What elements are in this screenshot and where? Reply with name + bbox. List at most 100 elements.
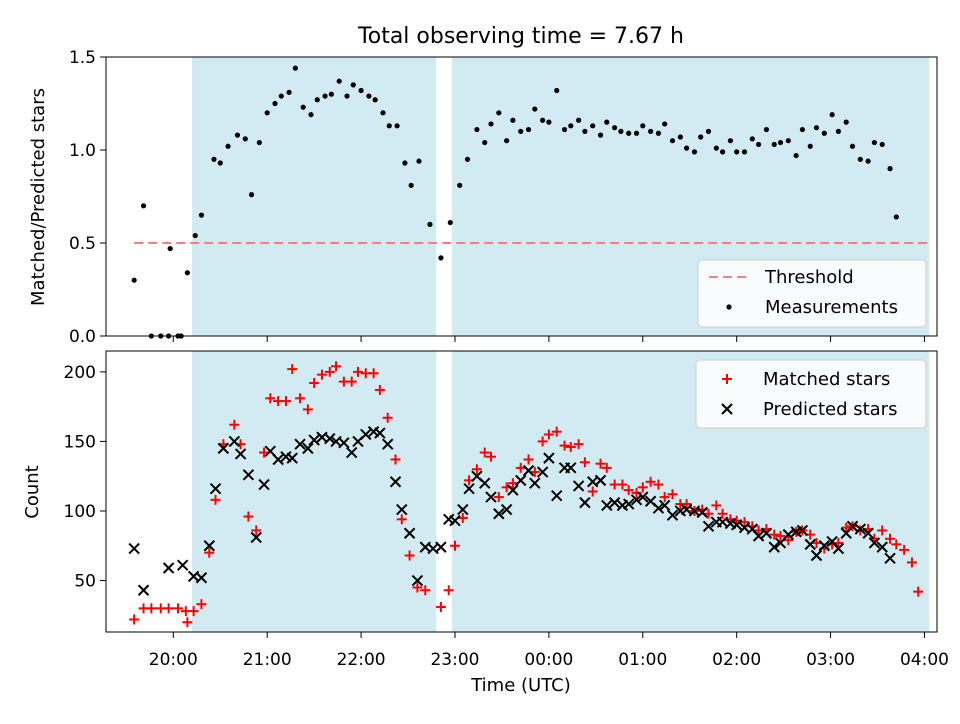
predicted-star-point — [217, 442, 230, 455]
matched-star-point — [449, 540, 460, 551]
matched-star-point — [309, 377, 320, 388]
bottom-y-tick-label: 150 — [64, 432, 96, 452]
x-marker-b — [286, 452, 298, 464]
measurement-point — [568, 123, 574, 129]
predicted-star-point — [209, 483, 222, 495]
measurement-point — [328, 91, 334, 97]
predicted-star-point — [463, 483, 475, 495]
matched-star-point — [515, 462, 526, 473]
x-marker-b — [195, 572, 208, 584]
x-marker-b — [515, 474, 527, 487]
measurement-point — [871, 139, 878, 146]
measurement-point — [719, 149, 726, 155]
x-tick-label: 02:00 — [712, 650, 761, 670]
measurement-point — [582, 128, 588, 134]
legend-predicted-label: Predicted stars — [763, 399, 897, 420]
predicted-star-point — [485, 491, 497, 503]
x-tick-label: 01:00 — [618, 650, 667, 670]
predicted-star-point — [381, 438, 394, 450]
measurement-point — [256, 139, 262, 146]
x-marker-b — [500, 503, 513, 516]
measurement-point — [286, 89, 292, 95]
measurement-point — [464, 156, 471, 162]
predicted-star-point — [411, 574, 424, 587]
predicted-star-point — [294, 438, 306, 450]
predicted-star-point — [622, 498, 635, 510]
predicted-star-point — [854, 523, 867, 535]
predicted-star-point — [666, 509, 679, 521]
measurement-point — [604, 119, 610, 125]
predicted-star-point — [768, 541, 780, 553]
x-marker-b — [294, 438, 306, 450]
predicted-star-point — [457, 503, 469, 516]
measurement-point — [749, 136, 755, 142]
predicted-star-point — [630, 494, 643, 506]
measurement-point — [372, 97, 378, 103]
matched-star-point — [601, 462, 612, 473]
predicted-star-point — [601, 499, 613, 512]
bottom-observing-interval-1 — [192, 351, 437, 632]
x-marker-b — [264, 445, 277, 457]
x-marker-b — [396, 503, 408, 516]
x-marker-b — [579, 496, 591, 509]
predicted-star-point — [345, 446, 358, 459]
measurement-point — [386, 123, 392, 129]
bottom-panel: 50 100 150 200 20:00 21:00 22:00 23:00 00:00 01:0… — [64, 350, 949, 670]
measurement-point — [248, 192, 255, 198]
matched-star-point — [374, 384, 385, 395]
matched-star-point — [769, 529, 780, 540]
predicted-star-point — [203, 540, 215, 552]
x-marker-b — [403, 527, 416, 539]
measurement-point — [648, 128, 654, 134]
predicted-star-point — [479, 477, 491, 489]
matched-star-point — [537, 436, 548, 447]
measurement-point — [131, 277, 137, 283]
measurement-point — [727, 138, 734, 144]
measurement-point — [597, 132, 604, 138]
x-marker-b — [536, 466, 549, 478]
predicted-star-point — [565, 462, 577, 474]
measurement-point — [184, 270, 190, 276]
measurement-point — [843, 119, 849, 125]
predicted-star-point — [228, 435, 241, 448]
x-axis-label: Time (UTC) — [470, 675, 571, 696]
x-marker-b — [128, 542, 140, 555]
x-marker-b — [228, 435, 241, 448]
matched-star-point — [287, 364, 298, 375]
matched-star-point — [551, 426, 562, 437]
x-tick-label: 23:00 — [430, 650, 479, 670]
x-marker-b — [804, 538, 816, 551]
measurement-point — [211, 156, 217, 162]
measurement-point — [734, 149, 740, 155]
measurement-point — [278, 93, 284, 99]
matched-star-point — [493, 492, 504, 503]
measurement-point — [835, 128, 842, 134]
predicted-star-point — [536, 466, 549, 478]
x-marker-b — [644, 495, 657, 507]
predicted-star-point — [507, 484, 519, 496]
measurement-point — [618, 128, 624, 134]
x-marker-b — [374, 427, 386, 439]
matched-star-point — [617, 479, 628, 490]
x-marker-b — [338, 437, 350, 449]
x-marker-b — [162, 562, 175, 574]
matched-star-point — [324, 366, 335, 377]
predicted-star-point — [696, 506, 708, 519]
legend-measurement-label: Measurements — [765, 297, 898, 318]
top-legend-box — [697, 259, 927, 328]
matched-star-point — [579, 457, 590, 468]
matched-star-point — [396, 514, 407, 525]
measurement-point — [510, 117, 516, 123]
matched-star-point — [172, 603, 183, 614]
x-marker-b — [818, 540, 831, 552]
measurement-point — [640, 123, 646, 129]
top-legend: Threshold Measurements — [697, 259, 927, 328]
matched-star-point — [711, 500, 722, 511]
matched-star-point — [573, 439, 584, 450]
measurement-point — [626, 130, 632, 136]
measurement-point — [691, 149, 698, 155]
legend-predicted-swatch — [721, 403, 733, 415]
x-marker-b — [479, 477, 491, 489]
measurement-point — [590, 123, 596, 129]
predicted-star-point — [302, 442, 314, 455]
